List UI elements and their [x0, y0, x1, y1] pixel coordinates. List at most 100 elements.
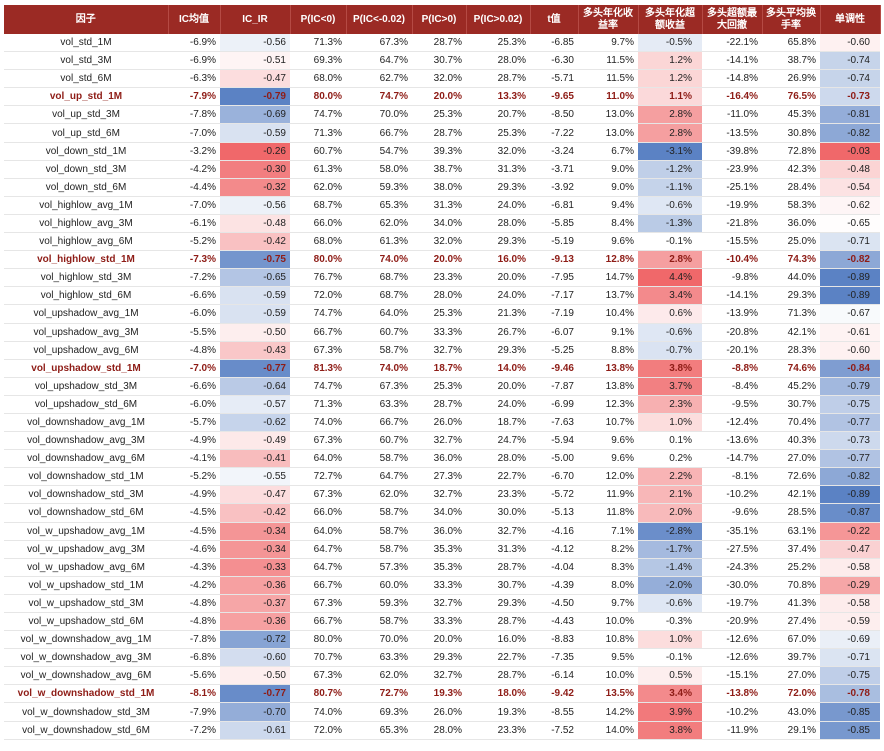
- table-row: vol_downshadow_avg_6M -4.1% -0.41 64.0% 58.7…: [4, 449, 880, 469]
- cell-p-ic-gt-002: 32.0%: [466, 142, 530, 161]
- cell-t-value: -6.99: [530, 395, 578, 414]
- cell-p-ic-lt-0: 67.3%: [290, 666, 346, 686]
- cell-factor: vol_highlow_avg_6M: [4, 232, 168, 252]
- cell-p-ic-gt-0: 32.0%: [412, 69, 466, 89]
- cell-long-avg-turnover: 28.5%: [762, 503, 820, 523]
- cell-long-annual-excess: 1.2%: [638, 69, 702, 89]
- cell-t-value: -5.71: [530, 69, 578, 89]
- cell-long-annual-return: 10.4%: [578, 304, 638, 324]
- cell-long-annual-return: 13.7%: [578, 286, 638, 306]
- cell-t-value: -5.25: [530, 341, 578, 360]
- cell-long-excess-max-drawdown: -11.0%: [702, 105, 762, 125]
- cell-monotonicity: -0.87: [820, 503, 880, 523]
- cell-ic-ir: -0.41: [220, 449, 290, 469]
- cell-long-avg-turnover: 63.1%: [762, 522, 820, 541]
- cell-p-ic-gt-002: 18.0%: [466, 684, 530, 704]
- cell-monotonicity: -0.82: [820, 467, 880, 487]
- cell-long-annual-return: 11.8%: [578, 503, 638, 523]
- cell-long-annual-excess: 1.2%: [638, 51, 702, 71]
- cell-ic-ir: -0.59: [220, 123, 290, 143]
- cell-monotonicity: -0.62: [820, 196, 880, 215]
- cell-t-value: -5.85: [530, 214, 578, 234]
- cell-t-value: -7.52: [530, 721, 578, 740]
- cell-p-ic-gt-002: 30.7%: [466, 576, 530, 595]
- table-row: vol_downshadow_avg_3M -4.9% -0.49 67.3% 60.7…: [4, 431, 880, 451]
- cell-factor: vol_downshadow_std_3M: [4, 485, 168, 505]
- cell-p-ic-lt-neg002: 74.7%: [346, 87, 412, 107]
- cell-long-annual-excess: 0.2%: [638, 449, 702, 469]
- cell-p-ic-lt-neg002: 64.7%: [346, 467, 412, 487]
- cell-ic-ir: -0.36: [220, 576, 290, 595]
- table-row: vol_w_upshadow_std_1M -4.2% -0.36 66.7% 60.0…: [4, 576, 880, 595]
- cell-ic-mean: -6.6%: [168, 377, 220, 396]
- cell-long-annual-return: 8.4%: [578, 214, 638, 234]
- header-ic-mean: IC均值: [168, 5, 221, 34]
- table-row: vol_highlow_avg_3M -6.1% -0.48 66.0% 62.0% 34…: [4, 214, 880, 234]
- cell-p-ic-gt-0: 34.0%: [412, 214, 466, 234]
- cell-long-annual-return: 6.7%: [578, 142, 638, 161]
- cell-long-annual-return: 11.5%: [578, 51, 638, 71]
- table-row: vol_downshadow_std_3M -4.9% -0.47 67.3% 62.0…: [4, 485, 880, 505]
- cell-p-ic-lt-0: 69.3%: [290, 51, 346, 71]
- cell-p-ic-gt-0: 19.3%: [412, 684, 466, 704]
- cell-long-annual-excess: -0.1%: [638, 232, 702, 252]
- cell-long-annual-return: 11.9%: [578, 485, 638, 505]
- cell-long-annual-excess: -0.6%: [638, 196, 702, 215]
- cell-ic-ir: -0.48: [220, 214, 290, 234]
- table-row: vol_upshadow_avg_6M -4.8% -0.43 67.3% 58.7% 3…: [4, 341, 880, 360]
- cell-ic-ir: -0.70: [220, 702, 290, 722]
- cell-p-ic-lt-neg002: 62.7%: [346, 69, 412, 89]
- cell-ic-ir: -0.59: [220, 304, 290, 324]
- cell-t-value: -9.13: [530, 250, 578, 270]
- cell-ic-mean: -7.0%: [168, 196, 220, 215]
- cell-long-annual-excess: -2.8%: [638, 522, 702, 541]
- cell-p-ic-gt-002: 24.7%: [466, 431, 530, 451]
- cell-long-avg-turnover: 72.0%: [762, 684, 820, 704]
- cell-ic-mean: -5.5%: [168, 323, 220, 342]
- cell-p-ic-lt-neg002: 70.0%: [346, 630, 412, 650]
- cell-ic-mean: -5.2%: [168, 232, 220, 252]
- cell-p-ic-gt-0: 23.3%: [412, 268, 466, 288]
- cell-p-ic-lt-neg002: 60.7%: [346, 431, 412, 451]
- cell-long-annual-return: 14.7%: [578, 268, 638, 288]
- cell-ic-mean: -6.9%: [168, 51, 220, 71]
- cell-p-ic-lt-neg002: 69.3%: [346, 702, 412, 722]
- cell-long-annual-excess: 2.8%: [638, 123, 702, 143]
- cell-long-annual-excess: 3.8%: [638, 721, 702, 740]
- cell-p-ic-gt-002: 20.0%: [466, 377, 530, 396]
- cell-p-ic-gt-002: 28.0%: [466, 449, 530, 469]
- table-row: vol_down_std_3M -4.2% -0.30 61.3% 58.0% 38.7%…: [4, 160, 880, 179]
- cell-p-ic-gt-0: 28.0%: [412, 721, 466, 740]
- cell-ic-ir: -0.62: [220, 413, 290, 433]
- cell-p-ic-gt-002: 16.0%: [466, 250, 530, 270]
- cell-factor: vol_highlow_std_3M: [4, 268, 168, 288]
- cell-factor: vol_down_std_3M: [4, 160, 168, 179]
- cell-p-ic-lt-neg002: 58.7%: [346, 341, 412, 360]
- cell-long-excess-max-drawdown: -8.8%: [702, 359, 762, 378]
- cell-p-ic-gt-002: 29.3%: [466, 341, 530, 360]
- cell-long-annual-excess: 3.4%: [638, 684, 702, 704]
- header-ic-ir: IC_IR: [220, 5, 291, 34]
- cell-ic-mean: -3.2%: [168, 142, 220, 161]
- cell-long-annual-excess: 0.6%: [638, 304, 702, 324]
- table-row: vol_w_downshadow_avg_6M -5.6% -0.50 67.3% 62…: [4, 666, 880, 686]
- cell-p-ic-gt-0: 25.3%: [412, 377, 466, 396]
- cell-long-annual-excess: -1.3%: [638, 214, 702, 234]
- cell-factor: vol_upshadow_avg_3M: [4, 323, 168, 342]
- cell-monotonicity: -0.03: [820, 142, 880, 161]
- cell-long-excess-max-drawdown: -10.2%: [702, 485, 762, 505]
- cell-p-ic-lt-neg002: 67.3%: [346, 377, 412, 396]
- cell-p-ic-gt-002: 29.3%: [466, 232, 530, 252]
- cell-long-excess-max-drawdown: -14.1%: [702, 286, 762, 306]
- cell-ic-mean: -7.3%: [168, 250, 220, 270]
- cell-p-ic-lt-0: 74.7%: [290, 105, 346, 125]
- cell-long-annual-excess: 1.1%: [638, 87, 702, 107]
- cell-long-avg-turnover: 45.3%: [762, 105, 820, 125]
- cell-ic-mean: -6.8%: [168, 648, 220, 668]
- table-row: vol_up_std_6M -7.0% -0.59 71.3% 66.7% 28.7% 25…: [4, 123, 880, 143]
- cell-p-ic-lt-0: 68.0%: [290, 69, 346, 89]
- cell-p-ic-lt-neg002: 54.7%: [346, 142, 412, 161]
- table-row: vol_upshadow_avg_3M -5.5% -0.50 66.7% 60.7% 3…: [4, 323, 880, 342]
- cell-p-ic-lt-neg002: 59.3%: [346, 178, 412, 197]
- cell-p-ic-lt-neg002: 64.0%: [346, 304, 412, 324]
